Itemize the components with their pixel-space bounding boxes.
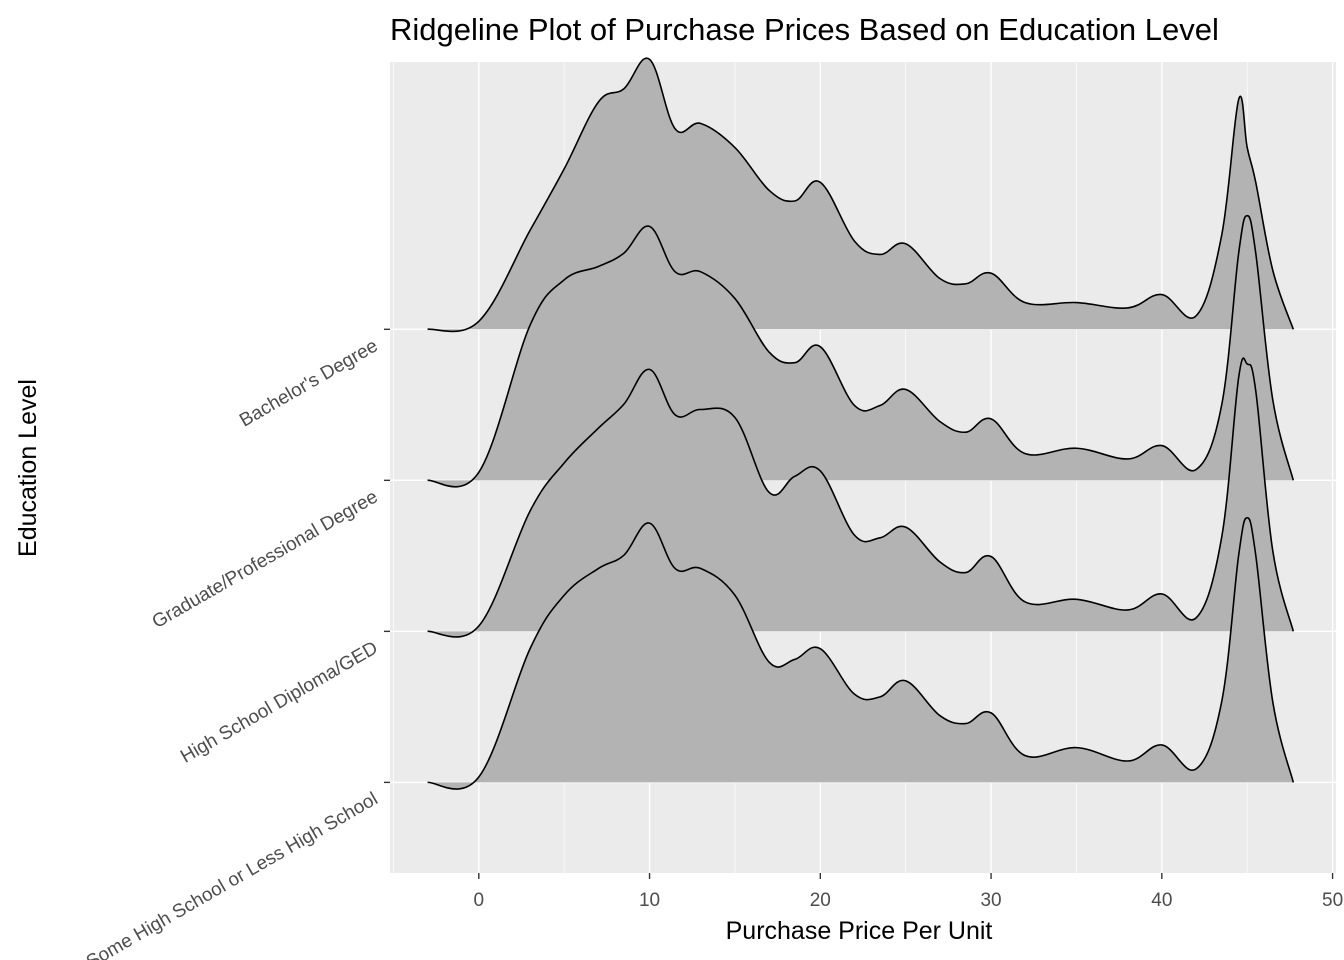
y-tick-label: Graduate/Professional Degree [149,486,382,633]
y-tick-label: High School Diploma/GED [177,638,381,768]
y-tick-label: Some High School or Less High School [83,789,382,960]
x-axis-title: Purchase Price Per Unit [726,917,993,945]
x-axis: 0 10 20 30 40 50 [474,873,1343,911]
ridge-line [427,57,1295,333]
ridge-line [427,357,1295,638]
ridge-line [427,516,1295,790]
x-tick-label: 20 [810,890,831,911]
x-tick-label: 40 [1151,890,1172,911]
ridge-some-high-school-or-less-high-school [427,516,1295,790]
x-tick-label: 50 [1322,890,1343,911]
ridge-line [427,214,1295,488]
chart-title: Ridgeline Plot of Purchase Prices Based … [390,12,1219,47]
ridges [427,57,1295,790]
y-axis: Some High School or Less High School High… [83,328,390,960]
y-axis-title: Education Level [14,379,42,557]
x-tick-label: 30 [980,890,1001,911]
ridge-fill [427,517,1294,790]
x-tick-label: 0 [474,890,485,911]
y-tick-label: Bachelor's Degree [236,335,381,431]
x-tick-label: 10 [639,890,660,911]
